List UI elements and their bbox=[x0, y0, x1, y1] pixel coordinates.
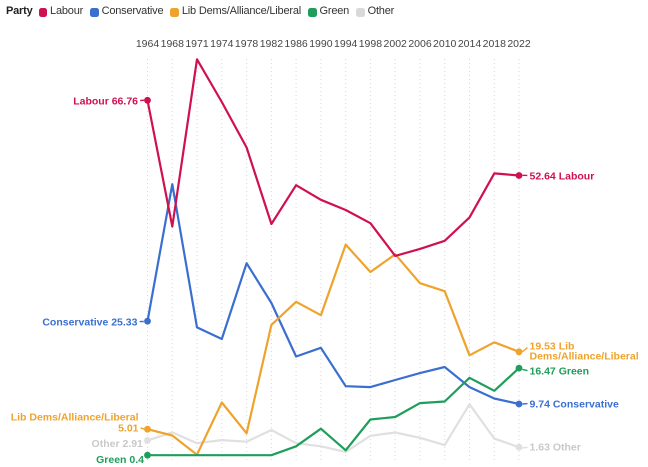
svg-text:1982: 1982 bbox=[260, 38, 284, 50]
svg-text:2018: 2018 bbox=[483, 38, 507, 50]
svg-text:2022: 2022 bbox=[507, 38, 531, 50]
svg-text:Other 2.91: Other 2.91 bbox=[92, 438, 144, 450]
svg-text:2006: 2006 bbox=[408, 38, 432, 50]
svg-text:2002: 2002 bbox=[384, 38, 408, 50]
svg-text:1994: 1994 bbox=[334, 38, 358, 50]
svg-text:1998: 1998 bbox=[359, 38, 383, 50]
svg-text:9.74 Conservative: 9.74 Conservative bbox=[530, 398, 619, 410]
svg-text:1986: 1986 bbox=[284, 38, 308, 50]
svg-text:Conservative 25.33: Conservative 25.33 bbox=[42, 317, 137, 329]
svg-text:19.53 Lib: 19.53 Lib bbox=[530, 340, 575, 352]
svg-text:Lib Dems/Alliance/Liberal: Lib Dems/Alliance/Liberal bbox=[11, 412, 139, 424]
svg-text:Dems/Alliance/Liberal: Dems/Alliance/Liberal bbox=[530, 350, 639, 362]
svg-text:1990: 1990 bbox=[309, 38, 333, 50]
svg-text:5.01: 5.01 bbox=[118, 423, 139, 435]
svg-text:1968: 1968 bbox=[161, 38, 185, 50]
svg-text:1964: 1964 bbox=[136, 38, 160, 50]
svg-text:1.63 Other: 1.63 Other bbox=[530, 442, 581, 454]
svg-text:1978: 1978 bbox=[235, 38, 259, 50]
svg-text:2010: 2010 bbox=[433, 38, 457, 50]
svg-text:52.64 Labour: 52.64 Labour bbox=[530, 170, 595, 182]
svg-text:1974: 1974 bbox=[210, 38, 234, 50]
svg-text:1971: 1971 bbox=[185, 38, 209, 50]
svg-text:Labour 66.76: Labour 66.76 bbox=[73, 96, 138, 108]
svg-text:Green 0.4: Green 0.4 bbox=[96, 454, 144, 466]
svg-text:16.47 Green: 16.47 Green bbox=[530, 366, 590, 378]
svg-text:2014: 2014 bbox=[458, 38, 482, 50]
